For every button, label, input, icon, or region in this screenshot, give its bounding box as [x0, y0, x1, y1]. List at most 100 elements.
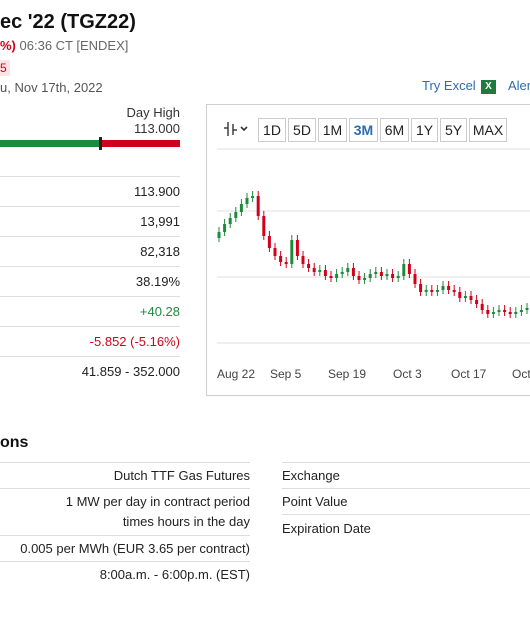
period-3m[interactable]: 3M: [349, 118, 378, 142]
day-range-bar: [0, 137, 180, 150]
candle-body: [447, 286, 451, 290]
candle-body: [279, 256, 283, 262]
candle-body: [228, 218, 232, 224]
stat-value: 82,318: [140, 244, 180, 259]
candle-body: [374, 272, 378, 274]
stat-row: 13,991: [0, 206, 180, 236]
candle-body: [318, 270, 322, 272]
spec-value: 1 MW per day in contract period times ho…: [0, 488, 250, 535]
contract-spec-values: Dutch TTF Gas Futures 1 MW per day in co…: [0, 462, 250, 587]
candle-body: [239, 204, 243, 212]
chart-grid: [217, 148, 530, 344]
candle-body: [519, 310, 523, 312]
candle-body: [351, 268, 355, 276]
candle-body: [458, 292, 462, 298]
stat-value: 13,991: [140, 214, 180, 229]
candle-body: [323, 270, 327, 276]
candle-body: [413, 274, 417, 284]
day-range-high-segment: [100, 140, 180, 147]
candle-body: [301, 256, 305, 264]
contract-title: ec '22 (TGZ22): [0, 11, 136, 33]
period-1y[interactable]: 1Y: [411, 118, 438, 142]
chart-candles: [217, 191, 529, 318]
candle-body: [256, 196, 260, 216]
candle-body: [217, 232, 221, 238]
stat-value: 38.19%: [135, 274, 180, 289]
candle-body: [391, 274, 395, 278]
chart-x-axis: Aug 22 Sep 5 Sep 19 Oct 3 Oct 17 Oct: [217, 367, 530, 381]
candle-body: [419, 284, 423, 292]
candle-body: [475, 300, 479, 304]
candle-body: [463, 296, 467, 298]
spec-label: Point Value: [282, 488, 530, 514]
day-high-label: Day High: [126, 105, 180, 120]
chart-panel: [206, 104, 530, 396]
candle-body: [357, 276, 361, 280]
candle-body: [262, 216, 266, 236]
candle-body: [407, 264, 411, 274]
candle-body: [514, 312, 518, 314]
stat-row: 82,318: [0, 236, 180, 266]
candle-body: [525, 308, 529, 310]
stat-row: +40.28: [0, 296, 180, 326]
candle-body: [346, 268, 350, 272]
stat-value: 41.859 - 352.000: [81, 364, 180, 379]
candle-body: [290, 240, 294, 264]
candle-body: [503, 310, 507, 312]
candle-body: [234, 212, 238, 218]
alerts-link[interactable]: Aler: [508, 78, 530, 93]
candle-body: [251, 196, 255, 198]
spec-value: Dutch TTF Gas Futures: [0, 462, 250, 488]
candle-body: [491, 312, 495, 314]
candle-body: [385, 274, 389, 276]
candle-body: [435, 290, 439, 292]
period-5y[interactable]: 5Y: [440, 118, 467, 142]
candle-body: [223, 224, 227, 232]
stat-value: 113.900: [133, 184, 180, 199]
candle-body: [508, 312, 512, 314]
stat-row: 41.859 - 352.000: [0, 356, 180, 386]
day-range-marker: [99, 137, 102, 150]
candle-body: [245, 198, 249, 204]
period-5d[interactable]: 5D: [288, 118, 316, 142]
period-max[interactable]: MAX: [469, 118, 507, 142]
stat-row: 113.900: [0, 176, 180, 206]
candle-body: [441, 286, 445, 290]
section-title: ons: [0, 434, 29, 451]
candle-body: [284, 262, 288, 264]
candle-body: [402, 264, 406, 276]
stat-value: +40.28: [139, 304, 180, 319]
candle-body: [273, 248, 277, 256]
day-high-value: 113.000: [133, 121, 180, 136]
candle-body: [267, 236, 271, 248]
quote-date: u, Nov 17th, 2022: [0, 80, 103, 95]
excel-icon[interactable]: X: [481, 80, 496, 94]
candle-body: [486, 310, 490, 314]
candle-body: [368, 274, 372, 278]
candle-body: [480, 304, 484, 310]
candle-body: [396, 276, 400, 278]
candlestick-icon[interactable]: [222, 118, 252, 140]
quote-time: 06:36 CT [ENDEX]: [19, 38, 129, 53]
period-1m[interactable]: 1M: [318, 118, 347, 142]
candle-body: [329, 276, 333, 278]
day-range-low-segment: [0, 140, 100, 147]
candle-body: [335, 274, 339, 278]
candle-body: [452, 290, 456, 292]
change-badge: 5: [0, 60, 10, 76]
candle-body: [379, 272, 383, 276]
price-chart: Aug 22 Sep 5 Sep 19 Oct 3 Oct 17 Oct: [217, 148, 530, 381]
candle-body: [307, 264, 311, 268]
x-tick-label: Sep 5: [270, 367, 302, 381]
try-excel-link[interactable]: Try Excel: [422, 78, 476, 93]
period-6m[interactable]: 6M: [380, 118, 409, 142]
candle-body: [363, 278, 367, 280]
contract-spec-labels: Exchange Point Value Expiration Date: [282, 462, 530, 541]
candle-body: [312, 268, 316, 272]
period-1d[interactable]: 1D: [258, 118, 286, 142]
candle-body: [340, 272, 344, 274]
stat-row: -5.852 (-5.16%): [0, 326, 180, 356]
spec-value: 0.005 per MWh (EUR 3.65 per contract): [0, 535, 250, 561]
x-tick-label: Sep 19: [328, 367, 366, 381]
x-tick-label: Oct 17: [451, 367, 487, 381]
